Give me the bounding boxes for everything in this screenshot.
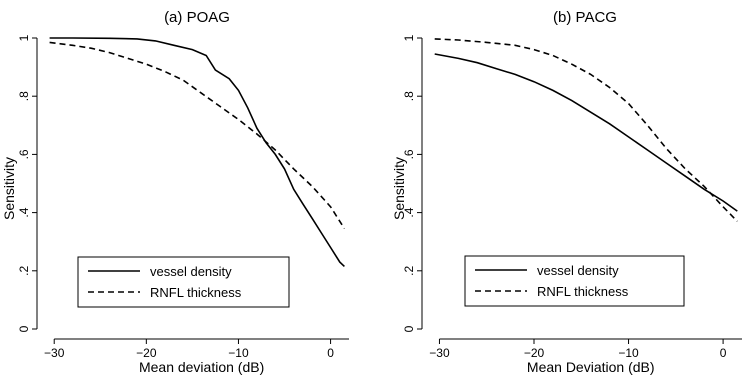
- legend-box: [464, 255, 685, 307]
- y-tick-label: .6: [402, 149, 416, 159]
- chart-title: (b) PACG: [553, 9, 617, 26]
- x-axis-title: Mean deviation (dB): [139, 359, 264, 375]
- y-tick-label: .6: [17, 149, 31, 159]
- series-line-vessel-density: [49, 37, 345, 267]
- chart-title: (a) POAG: [164, 9, 230, 26]
- y-tick-label: .8: [402, 91, 416, 101]
- y-tick-label: .2: [402, 265, 416, 275]
- y-tick-label: 0: [402, 325, 416, 332]
- series-line-rnfl-thickness: [49, 41, 346, 230]
- x-tick-label: −10: [618, 346, 639, 360]
- legend-label: vessel density: [150, 264, 232, 279]
- x-tick-label: −30: [44, 346, 65, 360]
- y-axis-title: Sensitivity: [391, 157, 407, 220]
- x-tick-label: 0: [720, 346, 727, 360]
- legend-label: RNFL thickness: [150, 285, 242, 300]
- x-tick-label: 0: [327, 346, 334, 360]
- y-axis-title: Sensitivity: [1, 157, 17, 220]
- y-tick-label: .4: [402, 207, 416, 217]
- panel-b: (b) PACG 0 .2 .4 .6 .8 1 −30 −20 −10 0 Sensitivity M…: [391, 9, 742, 375]
- series-line-rnfl-thickness: [434, 38, 738, 222]
- series-line-vessel-density: [434, 53, 738, 212]
- x-tick-label: −10: [228, 346, 249, 360]
- panel-a: (a) POAG 0 .2 .4 .6 .8 1 −30 −20 −10 0 Sensitivity M…: [1, 9, 349, 375]
- legend-box: [77, 256, 290, 308]
- y-tick-label: .2: [17, 265, 31, 275]
- y-tick-label: 0: [17, 325, 31, 332]
- x-tick-label: −20: [136, 346, 157, 360]
- y-tick-label: .8: [17, 91, 31, 101]
- y-tick-label: 1: [402, 34, 416, 41]
- legend-label: RNFL thickness: [537, 284, 629, 299]
- x-tick-label: −30: [429, 346, 450, 360]
- y-tick-label: 1: [17, 34, 31, 41]
- x-axis-title: Mean Deviation (dB): [527, 359, 655, 375]
- y-tick-label: .4: [17, 207, 31, 217]
- x-tick-label: −20: [524, 346, 545, 360]
- legend-label: vessel density: [537, 263, 619, 278]
